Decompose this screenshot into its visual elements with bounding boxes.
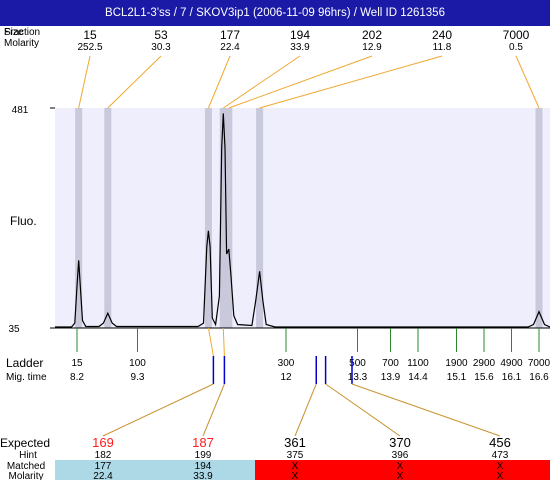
fraction-header-label: Fraction (4, 27, 40, 38)
peak-band (204, 108, 212, 328)
ladder-size-label: 1100 (407, 358, 429, 369)
ladder-migtime-label: 15.6 (474, 372, 494, 383)
peak-molarity-label: 252.5 (77, 42, 102, 53)
peak-link-line (259, 55, 443, 109)
matched-value: 177 (95, 461, 112, 472)
matched-molarity-value: 33.9 (193, 471, 213, 480)
expected-size-value: 169 (92, 435, 114, 450)
migtime-label: Mig. time (6, 372, 47, 383)
ladder-size-label: 7000 (528, 358, 550, 369)
chart-title: BCL2L1-3'ss / 7 / SKOV3ip1 (2006-11-09 9… (0, 0, 550, 26)
ladder-size-label: 700 (382, 358, 399, 369)
ladder-migtime-label: 8.2 (70, 372, 84, 383)
peak-size-label: 53 (154, 28, 168, 42)
hint-value: 473 (492, 450, 509, 461)
peak-size-label: 240 (432, 28, 452, 42)
peak-band (75, 108, 83, 328)
hint-label: Hint (19, 450, 37, 461)
peak-molarity-label: 22.4 (220, 42, 240, 53)
peak-size-label: 177 (220, 28, 240, 42)
size-header-label: Size (4, 27, 24, 38)
molarity-header-label: Molarity (4, 38, 39, 49)
hint-value: 396 (392, 450, 409, 461)
ladder-migtime-label: 9.3 (131, 372, 145, 383)
expected-size-value: 187 (192, 435, 214, 450)
peak-size-label: 202 (362, 28, 382, 42)
expected-label: Expected (0, 436, 50, 450)
matched-value: X (497, 461, 504, 472)
molarity-row-label: Molarity (8, 471, 43, 480)
peak-link-line (207, 55, 231, 109)
ladder-size-label: 300 (278, 358, 295, 369)
peak-link-line (228, 55, 373, 109)
peak-molarity-label: 30.3 (151, 42, 171, 53)
ladder-migtime-label: 12 (280, 372, 292, 383)
hint-value: 199 (195, 450, 212, 461)
expected-size-value: 361 (284, 435, 306, 450)
matched-molarity-value: X (397, 471, 404, 480)
peak-size-label: 194 (290, 28, 310, 42)
ladder-size-label: 100 (129, 358, 146, 369)
ladder-migtime-label: 14.4 (408, 372, 428, 383)
ladder-migtime-label: 16.1 (502, 372, 522, 383)
peak-size-label: 15 (83, 28, 97, 42)
expected-link-line (325, 383, 401, 437)
matched-fail-band (255, 460, 550, 480)
peak-band (256, 108, 264, 328)
matched-molarity-value: X (497, 471, 504, 480)
hint-value: 375 (287, 450, 304, 461)
peak-band (219, 108, 227, 328)
matched-label: Matched (7, 461, 45, 472)
peak-link-line (107, 55, 162, 109)
peak-molarity-label: 33.9 (290, 42, 310, 53)
peak-molarity-label: 0.5 (509, 42, 523, 53)
peak-band (225, 108, 233, 328)
expected-link-line (202, 383, 225, 437)
ladder-migtime-label: 13.3 (348, 372, 368, 383)
expected-peak-link (222, 327, 225, 357)
ladder-label: Ladder (6, 356, 43, 370)
peak-molarity-label: 11.8 (433, 42, 452, 53)
ladder-migtime-label: 16.6 (529, 372, 549, 383)
peak-link-line (78, 55, 91, 109)
peak-size-label: 7000 (503, 28, 530, 42)
matched-ok-band (55, 460, 255, 480)
hint-value: 182 (95, 450, 112, 461)
peak-band (535, 108, 543, 328)
expected-link-line (102, 383, 214, 437)
plot-area (55, 108, 550, 328)
matched-molarity-value: X (292, 471, 299, 480)
ladder-size-label: 1900 (445, 358, 468, 369)
peak-link-line (515, 55, 540, 109)
ladder-size-label: 15 (71, 358, 83, 369)
y-tick-min: 35 (8, 324, 20, 335)
y-axis-label: Fluo. (10, 214, 37, 228)
y-tick-max: 481 (12, 105, 29, 116)
peak-band (104, 108, 112, 328)
matched-value: 194 (195, 461, 212, 472)
matched-molarity-value: 22.4 (93, 471, 113, 480)
ladder-size-label: 4900 (500, 358, 523, 369)
expected-size-value: 456 (489, 435, 511, 450)
ladder-migtime-label: 15.1 (447, 372, 467, 383)
peak-link-line (223, 55, 301, 109)
ladder-size-label: 2900 (473, 358, 496, 369)
peak-molarity-label: 12.9 (362, 42, 382, 53)
fluorescence-trace (55, 113, 550, 328)
expected-peak-link (207, 327, 214, 357)
matched-value: X (397, 461, 404, 472)
ladder-size-label: 500 (349, 358, 366, 369)
expected-link-line (294, 383, 317, 437)
expected-link-line (351, 383, 501, 437)
expected-size-value: 370 (389, 435, 411, 450)
matched-value: X (292, 461, 299, 472)
ladder-migtime-label: 13.9 (381, 372, 401, 383)
